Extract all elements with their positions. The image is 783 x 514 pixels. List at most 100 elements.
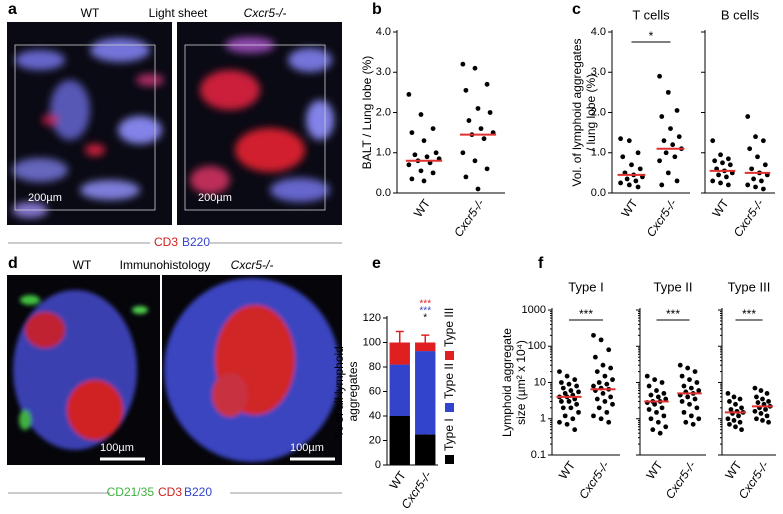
- bar-segment: [389, 416, 410, 465]
- data-point: [475, 106, 481, 111]
- data-point: [753, 134, 758, 140]
- data-point: [635, 184, 641, 190]
- data-point: [618, 180, 623, 186]
- data-point: [574, 383, 580, 389]
- y-tick-label: 60: [369, 385, 381, 397]
- data-point: [659, 380, 665, 385]
- bar-segment: [415, 434, 436, 465]
- y-tick-label: 0.0: [376, 187, 391, 199]
- significance-label: ***: [579, 307, 593, 321]
- data-point: [659, 114, 665, 119]
- data-point: [606, 347, 612, 353]
- data-point: [758, 388, 764, 393]
- data-point: [568, 405, 574, 411]
- subplot-title: Type I: [568, 279, 603, 294]
- data-point: [591, 413, 596, 419]
- y-tick-label: 120: [363, 312, 381, 324]
- data-point: [725, 416, 731, 422]
- data-point: [626, 138, 632, 144]
- significance-label: ***: [742, 307, 756, 321]
- data-point: [731, 418, 737, 423]
- significance-label: *: [423, 313, 427, 324]
- data-point: [733, 401, 738, 407]
- data-point: [762, 162, 768, 168]
- data-point: [763, 407, 768, 412]
- data-point: [760, 186, 766, 192]
- data-point: [646, 383, 652, 389]
- panel-label: c: [572, 1, 581, 18]
- data-point: [409, 176, 415, 182]
- data-point: [663, 396, 669, 402]
- data-point: [637, 166, 643, 172]
- subplot-title: Type II: [653, 279, 692, 294]
- data-point: [475, 186, 481, 192]
- significance-label: ***: [419, 306, 431, 317]
- x-tick-label: WT: [722, 458, 745, 482]
- y-tick-label: 4.0: [376, 26, 391, 38]
- data-point: [626, 182, 632, 188]
- panel-label: f: [538, 255, 544, 272]
- data-point: [758, 411, 764, 416]
- data-point: [604, 409, 610, 415]
- panel-label: b: [372, 1, 382, 18]
- data-point: [594, 369, 600, 374]
- y-tick-label: 3.0: [376, 66, 391, 78]
- data-point: [752, 408, 758, 414]
- scale-label: 100µm: [100, 442, 134, 454]
- data-point: [725, 156, 731, 162]
- data-point: [648, 416, 654, 422]
- data-point: [652, 401, 658, 407]
- data-point: [694, 380, 700, 385]
- y-tick-label: 40: [369, 410, 381, 422]
- data-point: [760, 396, 765, 402]
- data-point: [481, 136, 487, 142]
- data-point: [690, 421, 696, 427]
- data-point: [725, 182, 731, 188]
- data-point: [591, 332, 596, 338]
- stain-label: CD3: [158, 485, 182, 499]
- y-tick-label: 4.0: [591, 26, 606, 38]
- data-point: [731, 394, 737, 400]
- data-point: [674, 108, 680, 113]
- data-point: [764, 391, 770, 396]
- data-point: [733, 424, 738, 430]
- y-tick-label: 1000: [522, 304, 546, 316]
- data-point: [655, 394, 661, 400]
- data-point: [562, 391, 568, 396]
- data-point: [716, 172, 721, 178]
- data-point: [600, 362, 606, 368]
- data-point: [463, 87, 469, 93]
- y-tick-label: 80: [369, 361, 381, 373]
- x-tick-label: Cxcr5-/-: [731, 197, 767, 240]
- data-point: [418, 168, 424, 174]
- y-axis-label: size (µm² x 10⁴): [514, 340, 528, 425]
- image-label: Cxcr5-/-: [244, 6, 287, 20]
- data-point: [472, 65, 478, 71]
- data-point: [657, 158, 662, 164]
- data-point: [736, 413, 741, 419]
- data-point: [648, 392, 654, 398]
- data-point: [679, 373, 685, 379]
- x-tick-label: WT: [643, 458, 666, 482]
- data-point: [596, 405, 602, 411]
- data-point: [739, 405, 744, 411]
- significance-label: *: [649, 29, 654, 43]
- data-point: [608, 365, 614, 371]
- data-point: [606, 419, 612, 425]
- data-point: [463, 174, 469, 180]
- data-point: [752, 385, 758, 391]
- data-point: [558, 380, 564, 385]
- data-point: [604, 381, 610, 387]
- panel-label: a: [8, 1, 17, 18]
- y-tick-label: 20: [369, 434, 381, 446]
- data-point: [557, 419, 562, 425]
- significance-label: ***: [419, 299, 431, 310]
- data-point: [727, 421, 732, 427]
- data-point: [764, 413, 770, 419]
- data-point: [655, 419, 661, 425]
- image-label: Cxcr5-/-: [231, 258, 274, 272]
- data-point: [747, 146, 753, 152]
- data-point: [646, 407, 652, 412]
- y-tick-label: 3.0: [591, 66, 606, 78]
